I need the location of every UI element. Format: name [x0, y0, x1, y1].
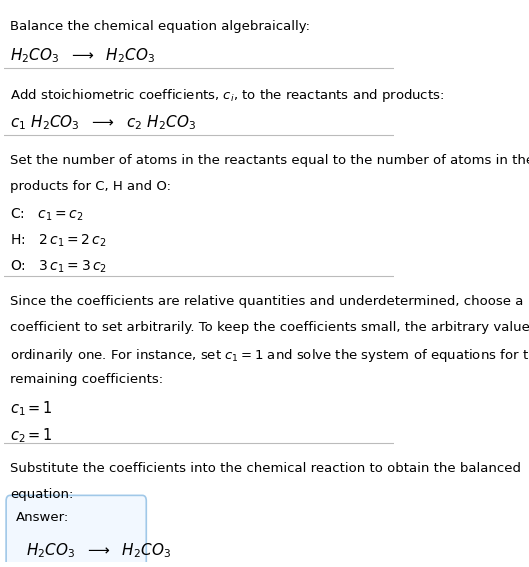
FancyBboxPatch shape: [6, 496, 147, 567]
Text: Add stoichiometric coefficients, $c_i$, to the reactants and products:: Add stoichiometric coefficients, $c_i$, …: [10, 87, 444, 104]
Text: $H_2CO_3$  $\longrightarrow$  $H_2CO_3$: $H_2CO_3$ $\longrightarrow$ $H_2CO_3$: [25, 541, 171, 560]
Text: $c_1 = 1$: $c_1 = 1$: [10, 400, 53, 418]
Text: Set the number of atoms in the reactants equal to the number of atoms in the: Set the number of atoms in the reactants…: [10, 154, 529, 167]
Text: $c_1\ H_2CO_3$  $\longrightarrow$  $c_2\ H_2CO_3$: $c_1\ H_2CO_3$ $\longrightarrow$ $c_2\ H…: [10, 113, 196, 132]
Text: Balance the chemical equation algebraically:: Balance the chemical equation algebraica…: [10, 20, 310, 33]
Text: C:   $c_1 = c_2$: C: $c_1 = c_2$: [10, 206, 84, 223]
Text: $H_2CO_3$  $\longrightarrow$  $H_2CO_3$: $H_2CO_3$ $\longrightarrow$ $H_2CO_3$: [10, 46, 155, 65]
Text: ordinarily one. For instance, set $c_1 = 1$ and solve the system of equations fo: ordinarily one. For instance, set $c_1 =…: [10, 347, 529, 364]
Text: Substitute the coefficients into the chemical reaction to obtain the balanced: Substitute the coefficients into the che…: [10, 462, 521, 475]
Text: Since the coefficients are relative quantities and underdetermined, choose a: Since the coefficients are relative quan…: [10, 295, 523, 308]
Text: remaining coefficients:: remaining coefficients:: [10, 374, 163, 387]
Text: $c_2 = 1$: $c_2 = 1$: [10, 426, 53, 445]
Text: Answer:: Answer:: [16, 511, 69, 524]
Text: products for C, H and O:: products for C, H and O:: [10, 180, 171, 193]
Text: H:   $2\,c_1 = 2\,c_2$: H: $2\,c_1 = 2\,c_2$: [10, 233, 107, 249]
Text: coefficient to set arbitrarily. To keep the coefficients small, the arbitrary va: coefficient to set arbitrarily. To keep …: [10, 321, 529, 334]
Text: O:   $3\,c_1 = 3\,c_2$: O: $3\,c_1 = 3\,c_2$: [10, 259, 107, 276]
Text: equation:: equation:: [10, 488, 74, 501]
